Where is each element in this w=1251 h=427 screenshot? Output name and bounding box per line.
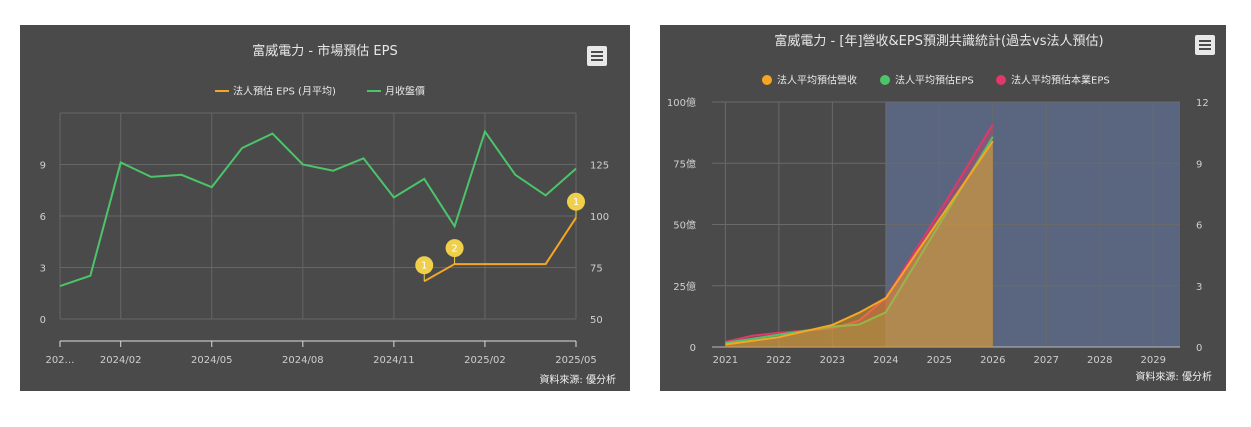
x-tick-label: 2028 [1087,355,1112,366]
chart-legend[interactable]: 法人預估 EPS (月平均) 月收盤價 [215,85,425,98]
y-left-tick-label: 0 [690,343,696,354]
legend-swatch-eps [880,75,890,85]
x-tick-label: 2027 [1034,355,1059,366]
hamburger-menu-icon[interactable] [587,46,607,66]
y-left-tick-label: 50億 [673,219,696,232]
series-lines [59,129,577,287]
legend-label-eps[interactable]: 法人平均預估EPS [895,74,974,87]
flag-label: 1 [421,261,427,272]
y-right-tick-label: 0 [1196,343,1202,354]
chart-title: 富威電力 - [年]營收&EPS預測共識統計(過去vs法人預估) [774,33,1103,49]
series-core-eps-line [725,123,994,343]
eps-forecast-chart: 富威電力 - 市場預估 EPS 法人預估 EPS (月平均) 月收盤價 0 3 6 9… [40,43,616,386]
series-areas [725,123,994,347]
x-tick-label: 2024/08 [282,355,324,366]
legend-label-core-eps[interactable]: 法人平均預估本業EPS [1011,74,1110,87]
y-right-tick-label: 75 [590,264,603,275]
y-right-tick-label: 9 [1196,159,1202,170]
series-line-price [59,129,577,287]
legend-label-price[interactable]: 月收盤價 [385,85,425,98]
chart-title: 富威電力 - 市場預估 EPS [252,43,397,59]
y-left-tick-label: 75億 [673,157,696,170]
eps-forecast-chart-panel: 富威電力 - 市場預估 EPS 法人預估 EPS (月平均) 月收盤價 0 3 6 9… [20,25,630,391]
x-tick-label: 2025/02 [464,355,506,366]
x-tick-label: 2025 [927,355,952,366]
flag-label: 1 [573,197,579,208]
legend-swatch-revenue [762,75,772,85]
data-source-label: 資料來源: 優分析 [539,373,616,386]
x-tick-label: 2024/11 [373,355,415,366]
x-tick-label: 2021 [713,355,738,366]
flag-marker [445,239,464,258]
hamburger-menu-icon[interactable] [1195,35,1215,55]
series-core-eps-area [725,124,993,347]
y-left-tick-label: 0 [40,315,46,326]
flag-marker [567,192,585,211]
y-right-tick-label: 12 [1196,98,1209,109]
series-line-eps [423,217,577,283]
y-left-tick-label: 3 [40,264,46,275]
y-right-tick-label: 3 [1196,282,1202,293]
y-right-tick-label: 100 [590,212,609,223]
y-left-tick-label: 100億 [667,96,696,109]
flag-markers: 1 2 1 [415,192,585,282]
y-left-tick-label: 9 [40,161,46,172]
revenue-eps-consensus-chart-panel: 富威電力 - [年]營收&EPS預測共識統計(過去vs法人預估) 法人平均預估營… [660,25,1226,391]
legend-swatch-core-eps [996,75,1006,85]
legend-label-eps[interactable]: 法人預估 EPS (月平均) [233,85,336,98]
y-right-tick-label: 125 [590,161,609,172]
x-tick-label: 2029 [1141,355,1166,366]
y-left-tick-label: 25億 [673,280,696,293]
series-eps-line [725,136,994,344]
x-tick-label: 2026 [980,355,1005,366]
y-left-tick-label: 6 [40,212,46,223]
x-tick-label: 2024/02 [100,355,142,366]
flag-label: 2 [451,244,457,255]
axis-ticks: 0 3 6 9 50 75 100 125 202… 2024/02 2024/05 2024/08 2… [40,161,609,367]
x-tick-label: 2022 [766,355,791,366]
x-tick-label: 2025/05 [555,355,597,366]
axis-ticks: 0 25億 50億 75億 100億 0 3 6 9 12 2021 2022 2023 2024 2025… [667,96,1209,366]
x-tick-label: 2024 [873,355,898,366]
y-right-tick-label: 6 [1196,221,1202,232]
legend-label-revenue[interactable]: 法人平均預估營收 [777,74,857,87]
series-revenue-line [725,140,994,346]
revenue-eps-consensus-chart: 富威電力 - [年]營收&EPS預測共識統計(過去vs法人預估) 法人平均預估營… [667,33,1212,383]
data-source-label: 資料來源: 優分析 [1135,370,1212,383]
x-tick-label: 2023 [820,355,845,366]
grid-lines [59,112,577,320]
flag-marker [415,256,434,275]
series-eps-area [725,136,993,347]
chart-legend[interactable]: 法人平均預估營收 法人平均預估EPS 法人平均預估本業EPS [762,74,1110,87]
y-right-tick-label: 50 [590,315,603,326]
series-revenue-area [725,141,993,347]
x-tick-label: 2024/05 [191,355,233,366]
x-tick-label: 202… [45,355,74,366]
